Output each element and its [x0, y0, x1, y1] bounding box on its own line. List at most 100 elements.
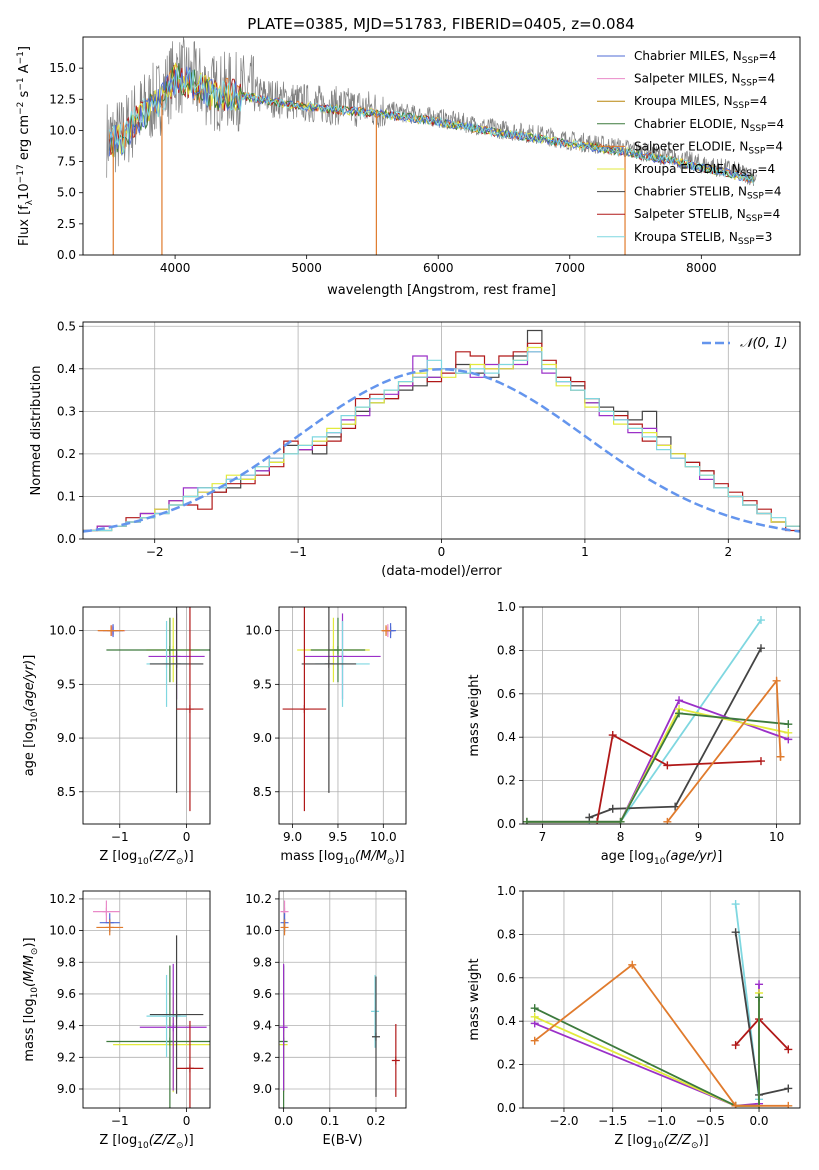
series-marker	[776, 752, 785, 761]
x-axis-label: Z [log10(Z/Z⊙)]	[614, 1133, 708, 1151]
series-line	[534, 993, 760, 1107]
plot-area	[83, 329, 800, 533]
x-axis-label-text: mass [log	[280, 849, 343, 864]
data-point	[172, 1010, 181, 1019]
series-marker	[585, 813, 594, 822]
tick-label-y: 0.6	[497, 971, 516, 985]
panel-age_vs_Z: −1 08.59.09.510.0Z [log10(Z/Z⊙)]age [log1…	[22, 606, 211, 867]
model-spectrum	[108, 62, 754, 183]
legend-label: Salpeter STELIB, NSSP=4	[634, 207, 780, 224]
tick-label-y: 0.4	[57, 362, 76, 376]
y-axis-label: Flux [fλ10−17 erg cm−2 s−1 A−1]	[16, 46, 35, 246]
legend-label-text: Salpeter MILES, N	[634, 72, 741, 86]
x-axis-label-text: Z [log	[99, 849, 137, 864]
plot-area	[523, 616, 793, 824]
y-axis-label-part: A	[17, 64, 32, 77]
legend-label: Chabrier STELIB, NSSP=4	[634, 185, 782, 202]
x-axis-label-text: age [log	[601, 849, 654, 864]
grid	[279, 891, 406, 1108]
panels: 4000 5000 6000 7000 80000.02.55.07.510.012.5…	[16, 36, 801, 1151]
x-axis-label-part: )]	[394, 849, 404, 864]
tick-label-y: 9.8	[253, 955, 272, 969]
y-axis-label-part: )]	[22, 937, 37, 947]
legend-label-text: Salpeter ELODIE, N	[634, 139, 748, 153]
tick-label-x: −1.5	[598, 1114, 627, 1128]
x-axis-label-part: ⊙	[176, 857, 184, 867]
panel-age_vs_mass: 9.0 9.5 10.0 8.5 9.0 9.5 10.0 mass [log10(M/M⊙)…	[245, 606, 407, 867]
data-point	[102, 907, 111, 916]
series-marker	[731, 900, 740, 909]
x-axis-label-part: 10	[344, 857, 356, 867]
legend-n: =4	[759, 49, 777, 63]
legend-label: Chabrier ELODIE, NSSP=4	[634, 117, 784, 134]
x-axis-label: age [log10(age/yr)]	[601, 849, 723, 867]
x-axis-label-part: 10	[137, 857, 149, 867]
x-axis-label: (data-model)/error	[381, 564, 502, 579]
y-axis-label-part: erg cm	[17, 115, 32, 164]
y-axis-label: age [log10(age/yr)]	[22, 655, 40, 777]
grid	[83, 607, 210, 824]
tick-label-x: 8000	[686, 261, 717, 275]
x-axis-label-part: (Z/Z	[149, 1133, 177, 1148]
tick-label-x: 10.0	[370, 830, 397, 844]
axes-frame	[82, 321, 801, 540]
legend-n: =4	[757, 162, 775, 176]
tick-label-x: −1	[111, 1114, 129, 1128]
legend-n: =4	[764, 185, 782, 199]
tick-label-x: 1	[581, 545, 589, 559]
x-axis-label-part: (Z/Z	[664, 1133, 692, 1148]
x-axis-label-text: Z [log	[99, 1133, 137, 1148]
legend-n: =4	[765, 139, 783, 153]
data-point	[165, 645, 174, 654]
tick-label-y: 9.6	[253, 987, 272, 1001]
y-axis-label-part: −17	[16, 164, 26, 183]
data-point	[382, 626, 391, 635]
tick-label-y: 0.5	[57, 319, 76, 333]
x-axis-label-text: E(B-V)	[322, 1133, 362, 1148]
data-point	[172, 659, 181, 668]
plot-area	[93, 900, 210, 1108]
tick-label-y: 15.0	[49, 61, 76, 75]
x-axis-label: mass [log10(M/M⊙)]	[280, 849, 404, 867]
y-axis-label-text: mass [log	[22, 998, 37, 1061]
x-axis-label-part: 10	[652, 1141, 664, 1151]
x-axis-label-text: wavelength [Angstrom, rest frame]	[327, 283, 556, 298]
y-axis-label: Normed distribution	[29, 366, 44, 496]
x-axis-label-part: ⊙	[387, 857, 395, 867]
legend-sub: SSP	[742, 56, 759, 66]
x-axis-label-part: (age/yr)	[665, 849, 717, 864]
series-marker	[675, 709, 684, 718]
series-line	[734, 932, 789, 1097]
tick-label-y: 10.0	[49, 924, 76, 938]
data-point	[324, 659, 333, 668]
series-marker	[616, 817, 625, 824]
x-axis-label-part: (M/M	[355, 849, 387, 864]
tick-label-y: 9.2	[253, 1050, 272, 1064]
series-marker	[731, 1101, 740, 1108]
tick-label-y: 9.4	[253, 1019, 272, 1033]
tick-label-y: 0.8	[497, 643, 516, 657]
series-marker	[608, 731, 617, 740]
y-axis-label-part: s	[17, 90, 32, 101]
tick-label-y: 7.5	[57, 155, 76, 169]
tick-label-y: 10.2	[245, 892, 272, 906]
model-spectrum	[108, 67, 754, 184]
tick-label-y: 0.0	[57, 532, 76, 546]
tick-label-x: 0.2	[366, 1114, 385, 1128]
series-line	[734, 1017, 789, 1051]
series-marker	[530, 1036, 539, 1045]
axes-frame	[278, 606, 407, 825]
tick-label-x: 0	[183, 1114, 191, 1128]
tick-label-y: 2.5	[57, 217, 76, 231]
panel-mass_vs_Z: −1 09.09.29.49.69.810.010.2Z [log10(Z/Z⊙)…	[22, 890, 211, 1151]
x-axis-label-part: 10	[137, 1141, 149, 1151]
legend-label-text: Chabrier STELIB, N	[634, 185, 747, 199]
data-point	[333, 645, 342, 654]
y-axis-label-part: 10	[30, 987, 40, 999]
axes-frame	[522, 606, 801, 825]
y-axis-label-part: −2	[16, 102, 26, 115]
series-line	[588, 647, 762, 819]
tick-label-x: 9	[695, 830, 703, 844]
series-line	[534, 963, 789, 1107]
y-axis-label: mass weight	[467, 958, 482, 1040]
